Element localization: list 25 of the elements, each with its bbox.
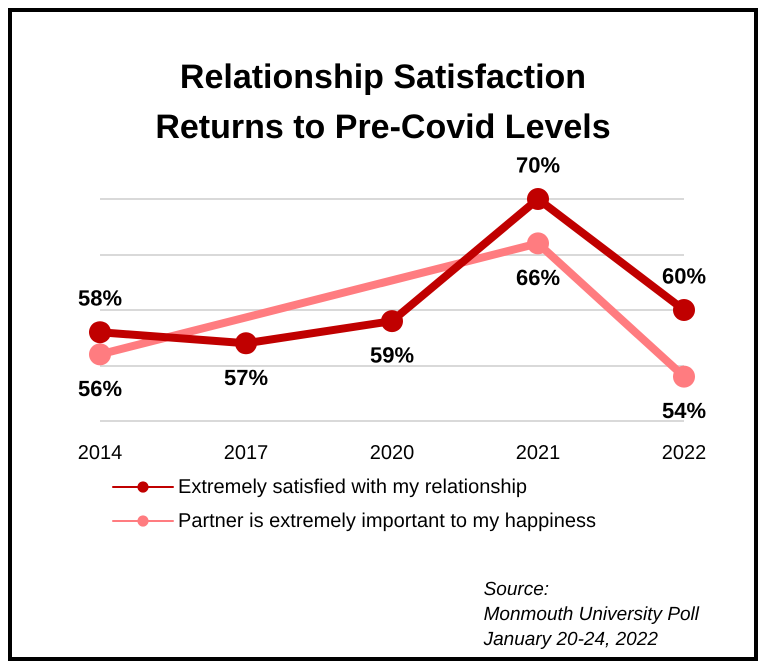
x-tick-label: 2022 <box>662 442 706 464</box>
point <box>89 321 111 344</box>
point <box>673 366 695 388</box>
data-label: 57% <box>224 364 268 390</box>
x-tick-label: 2014 <box>78 442 122 464</box>
data-label: 66% <box>516 264 560 290</box>
data-label: 54% <box>662 398 706 424</box>
point <box>673 299 695 321</box>
data-label: 60% <box>662 264 706 288</box>
chart-title: Relationship Satisfaction Returns to Pre-Covid Levels <box>155 58 611 146</box>
x-tick-label: 2020 <box>370 442 414 464</box>
legend-label: Partner is extremely important to my happiness <box>178 510 596 532</box>
point <box>235 332 257 354</box>
point <box>89 343 111 366</box>
point <box>527 232 549 254</box>
data-label: 59% <box>370 342 414 368</box>
point <box>381 310 403 332</box>
data-label: 70% <box>516 152 560 178</box>
x-tick-label: 2017 <box>224 442 268 464</box>
legend-label: Extremely satisfied with my relationship <box>178 476 528 498</box>
x-tick-label: 2021 <box>516 442 560 464</box>
data-label: 58% <box>78 286 122 311</box>
source-note: Source: Monmouth University Poll January 20-24, 2022 <box>482 579 700 650</box>
point <box>527 188 549 210</box>
data-label: 56% <box>78 376 122 401</box>
